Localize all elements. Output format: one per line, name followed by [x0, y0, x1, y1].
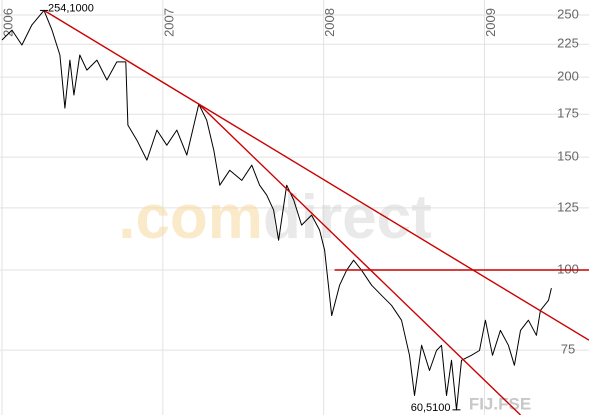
trend-line — [198, 103, 521, 415]
watermark-com: .com — [118, 183, 263, 252]
x-tick-label: 2006 — [0, 8, 15, 37]
y-tick-label: 250 — [557, 6, 579, 21]
x-tick-label: 2008 — [322, 8, 337, 37]
y-tick-label: 225 — [557, 36, 579, 51]
trend-line — [43, 9, 589, 341]
y-tick-label: 150 — [557, 149, 579, 164]
annotation-label: 60,5100 — [411, 402, 451, 414]
y-tick-label: 175 — [557, 106, 579, 121]
price-line — [1, 9, 552, 411]
footer-symbol: FIJ.FSE — [469, 394, 531, 413]
watermark: .comdirect — [118, 183, 432, 252]
x-tick-label: 2009 — [483, 8, 498, 37]
annotation-label: 254,1000 — [48, 2, 94, 14]
y-tick-label: 75 — [561, 342, 575, 357]
y-tick-label: 100 — [557, 261, 579, 276]
x-tick-label: 2007 — [161, 8, 176, 37]
y-tick-label: 200 — [557, 69, 579, 84]
y-tick-label: 125 — [557, 199, 579, 214]
